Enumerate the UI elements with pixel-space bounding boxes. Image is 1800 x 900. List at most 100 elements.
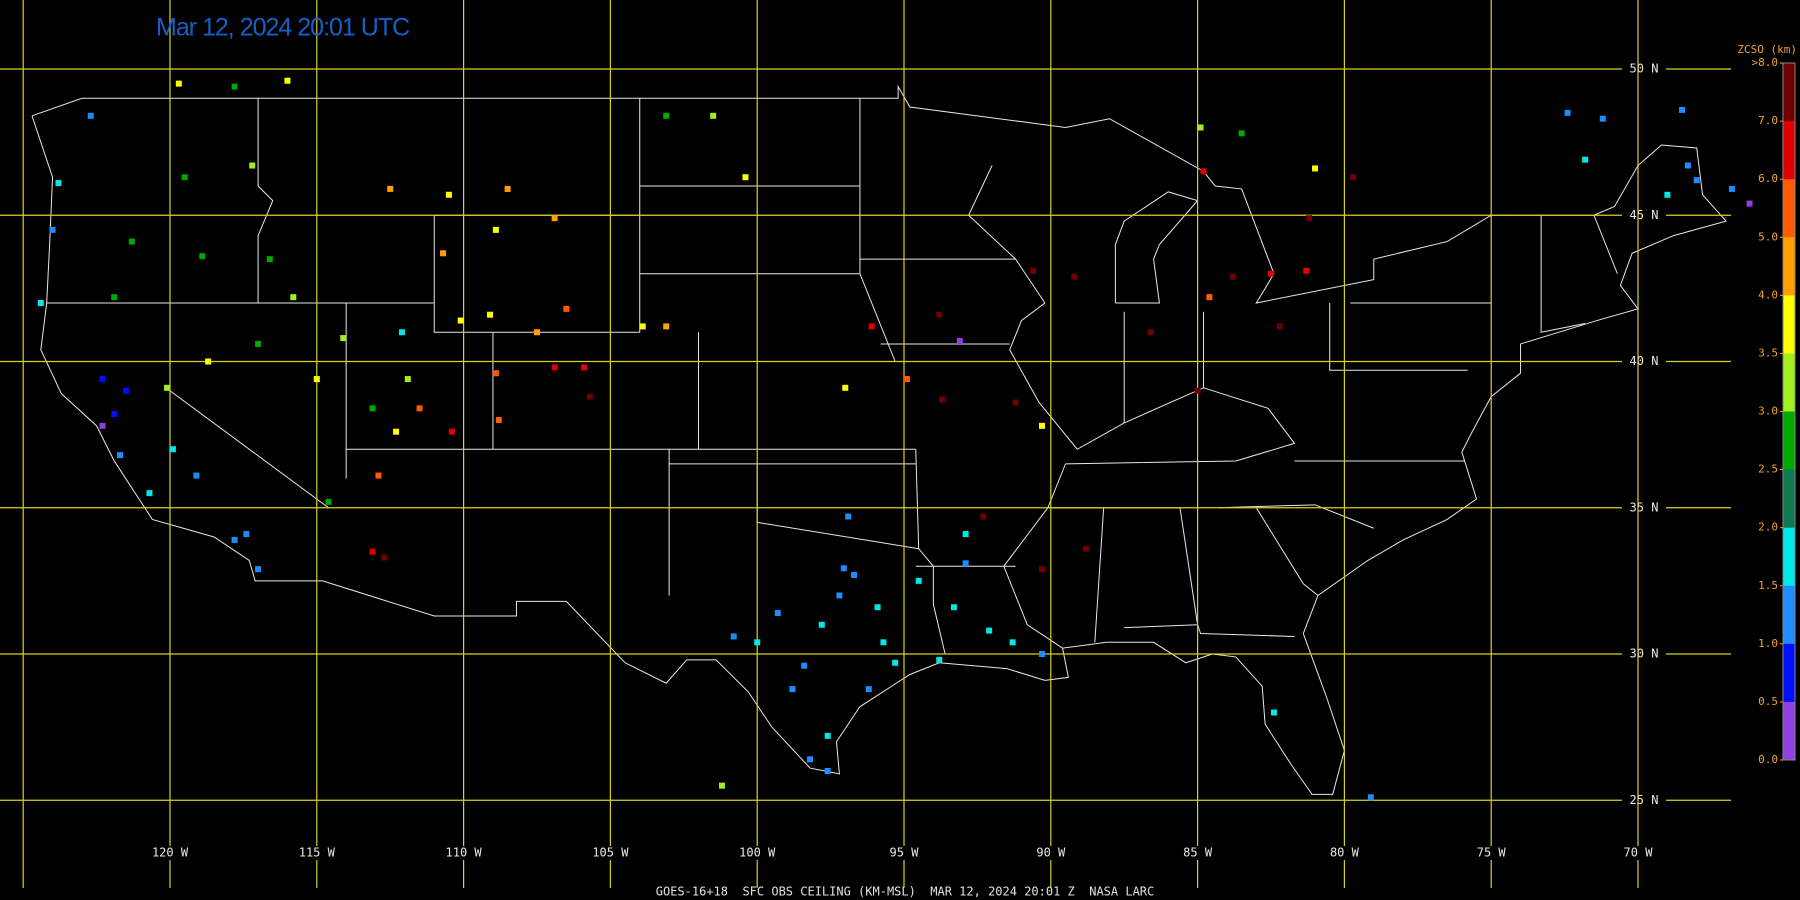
colorbar-segment	[1783, 353, 1795, 412]
lon-label: 90 W	[1036, 846, 1066, 860]
station-obs	[956, 338, 963, 345]
station-obs	[1071, 273, 1078, 280]
station-obs	[445, 191, 452, 198]
station-obs	[146, 490, 153, 497]
station-obs	[774, 610, 781, 617]
station-obs	[369, 548, 376, 555]
station-obs	[87, 112, 94, 119]
station-obs	[840, 565, 847, 572]
lon-label: 85 W	[1183, 846, 1213, 860]
station-obs	[448, 428, 455, 435]
colorbar-title: ZCSO (km)	[1737, 43, 1797, 56]
station-obs	[1303, 267, 1310, 274]
station-obs	[563, 305, 570, 312]
lat-label: 45 N	[1630, 208, 1659, 222]
station-obs	[404, 376, 411, 383]
station-obs	[1684, 162, 1691, 169]
label-bg	[1622, 500, 1666, 515]
station-obs	[249, 162, 256, 169]
station-obs	[193, 472, 200, 479]
boundary	[1593, 215, 1618, 274]
station-obs	[416, 405, 423, 412]
colorbar-label: 4.0	[1758, 288, 1778, 301]
station-obs	[495, 417, 502, 423]
station-obs	[874, 604, 881, 611]
colorbar-segment	[1783, 701, 1795, 761]
station-obs	[845, 513, 852, 520]
station-obs	[1038, 422, 1045, 429]
station-obs	[962, 560, 969, 567]
lon-label: 105 W	[592, 846, 629, 860]
station-obs	[37, 300, 44, 306]
colorbar-label: 1.5	[1758, 579, 1778, 592]
station-obs	[939, 396, 946, 403]
station-obs	[980, 513, 987, 520]
colorbar-segment	[1783, 295, 1795, 354]
station-obs	[117, 452, 124, 459]
station-obs	[492, 226, 499, 233]
colorbar-label: 6.0	[1758, 172, 1778, 185]
colorbar-segment	[1783, 527, 1795, 587]
station-obs	[1194, 387, 1201, 394]
lon-label: 80 W	[1330, 846, 1360, 860]
station-obs	[534, 329, 540, 336]
label-bg	[1467, 846, 1516, 860]
station-obs	[122, 387, 129, 394]
boundary	[1218, 504, 1374, 529]
station-obs	[290, 294, 297, 301]
boundary	[1065, 387, 1296, 465]
station-obs	[325, 498, 332, 505]
station-obs	[824, 768, 831, 774]
station-obs	[851, 572, 858, 579]
station-obs	[742, 174, 749, 181]
label-bg	[1320, 846, 1369, 860]
station-obs	[1599, 115, 1606, 122]
station-obs	[950, 604, 957, 611]
station-obs	[175, 80, 182, 87]
station-obs	[586, 393, 593, 400]
station-obs	[1038, 566, 1045, 573]
colorbar: ZCSO (km)>8.0 7.0 6.0 5.0 4.0 3.5 3.0 2.5 2.0 1.5…	[1737, 43, 1797, 766]
station-obs	[1679, 106, 1686, 113]
label-bg	[1622, 62, 1666, 76]
station-obs	[986, 627, 993, 634]
boundary	[1197, 624, 1295, 637]
colorbar-segment	[1783, 643, 1795, 703]
station-obs	[1012, 399, 1019, 406]
station-obs	[504, 185, 511, 192]
station-obs	[1306, 215, 1313, 222]
station-obs	[842, 384, 849, 391]
colorbar-segment	[1783, 469, 1795, 529]
station-obs	[915, 577, 922, 584]
station-obs	[892, 659, 899, 666]
colorbar-label: 3.5	[1758, 346, 1778, 359]
station-obs	[492, 370, 499, 377]
label-bg	[1614, 846, 1662, 860]
lat-label: 35 N	[1630, 500, 1659, 514]
colorbar-label: 3.0	[1758, 405, 1778, 418]
colorbar-label: 7.0	[1758, 114, 1778, 127]
station-obs	[387, 185, 394, 192]
station-obs	[1582, 156, 1589, 163]
colorbar-label: 2.5	[1758, 463, 1778, 476]
colorbar-segment	[1783, 121, 1795, 180]
station-obs	[266, 256, 273, 263]
label-bg	[733, 846, 782, 860]
label-bg	[1622, 793, 1666, 808]
station-obs	[255, 566, 262, 573]
station-obs	[1367, 794, 1374, 801]
station-obs	[754, 639, 761, 646]
station-obs	[789, 686, 796, 693]
lat-label: 30 N	[1630, 647, 1659, 661]
station-obs	[440, 250, 447, 257]
station-obs	[340, 335, 347, 342]
stations	[37, 77, 1753, 801]
lon-label: 115 W	[299, 846, 336, 860]
station-obs	[551, 215, 558, 222]
station-obs	[710, 112, 717, 119]
station-obs	[231, 536, 238, 543]
colorbar-label: >8.0	[1752, 56, 1779, 69]
lon-label: 70 W	[1624, 846, 1654, 860]
station-obs	[936, 311, 943, 318]
